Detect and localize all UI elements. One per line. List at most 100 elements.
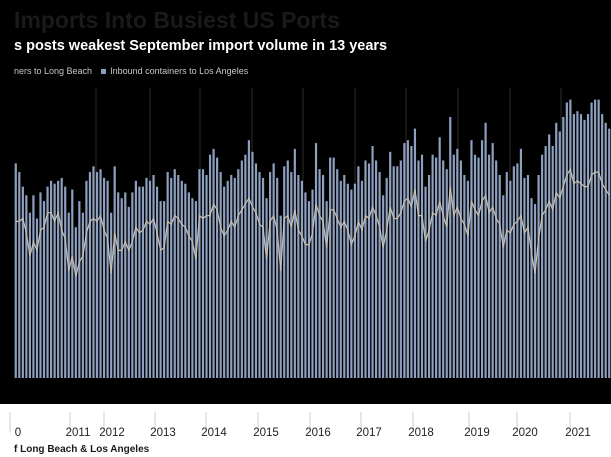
bar-los-angeles-73 [272, 163, 275, 378]
bar-los-angeles-84 [311, 189, 314, 378]
bar-los-angeles-62 [233, 177, 236, 378]
bar-los-angeles-56 [212, 148, 215, 378]
bar-los-angeles-153 [555, 122, 558, 378]
bar-los-angeles-61 [230, 175, 233, 378]
bar-los-angeles-3 [25, 195, 28, 378]
bar-los-angeles-51 [194, 201, 198, 378]
bar-los-angeles-34 [134, 180, 137, 378]
bar-los-angeles-35 [138, 186, 141, 378]
legend-label-los-angeles: Inbound containers to Los Angeles [110, 66, 249, 76]
bar-los-angeles-127 [463, 175, 466, 378]
bar-los-angeles-126 [459, 160, 462, 378]
bar-los-angeles-75 [279, 215, 282, 378]
bar-los-angeles-59 [223, 186, 226, 378]
bar-los-angeles-16 [71, 189, 74, 378]
bar-los-angeles-57 [216, 157, 219, 378]
bar-los-angeles-4 [28, 212, 31, 378]
bar-los-angeles-22 [92, 166, 95, 378]
bar-los-angeles-83 [307, 201, 311, 378]
bar-los-angeles-40 [155, 186, 159, 378]
bar-los-angeles-41 [159, 201, 162, 378]
bar-los-angeles-76 [283, 166, 286, 378]
bar-los-angeles-141 [512, 166, 515, 378]
bar-los-angeles-47 [180, 180, 183, 378]
bar-los-angeles-48 [184, 183, 187, 378]
bar-los-angeles-164 [594, 99, 597, 378]
bar-los-angeles-167 [604, 122, 607, 378]
bar-los-angeles-7 [39, 192, 42, 378]
bar-los-angeles-131 [477, 157, 480, 378]
bar-los-angeles-46 [177, 175, 180, 378]
bar-los-angeles-37 [145, 177, 148, 378]
bar-los-angeles-78 [290, 172, 293, 378]
bar-los-angeles-119 [435, 157, 438, 378]
bar-los-angeles-45 [173, 169, 176, 378]
x-tick-label-2011: 2011 [66, 427, 91, 439]
bar-los-angeles-33 [131, 192, 134, 378]
bar-los-angeles-30 [120, 198, 123, 378]
bar-los-angeles-165 [597, 99, 600, 378]
x-tick-label-2021: 2021 [565, 427, 591, 439]
bar-los-angeles-149 [541, 154, 544, 378]
bar-los-angeles-28 [113, 166, 116, 378]
bar-los-angeles-38 [148, 180, 152, 378]
bar-los-angeles-6 [35, 218, 39, 378]
bar-los-angeles-111 [406, 140, 409, 378]
bar-los-angeles-136 [495, 160, 498, 378]
bar-los-angeles-13 [60, 177, 63, 378]
bar-los-angeles-148 [537, 175, 540, 378]
bar-los-angeles-140 [509, 180, 512, 378]
bar-los-angeles-161 [583, 119, 586, 379]
bar-los-angeles-2 [21, 186, 24, 378]
bar-los-angeles-104 [382, 195, 385, 378]
bar-los-angeles-72 [269, 172, 272, 378]
bar-los-angeles-151 [548, 134, 551, 378]
bar-los-angeles-143 [519, 148, 523, 378]
x-tick-label-2018: 2018 [408, 427, 434, 439]
bar-los-angeles-21 [88, 172, 92, 378]
bar-los-angeles-109 [399, 160, 402, 378]
bar-los-angeles-81 [300, 180, 303, 378]
bar-los-angeles-50 [191, 198, 194, 378]
bar-los-angeles-89 [329, 157, 332, 378]
bar-los-angeles-9 [46, 186, 49, 378]
bar-los-angeles-113 [413, 128, 417, 378]
line-long-beach [15, 167, 610, 277]
bar-los-angeles-168 [608, 128, 611, 378]
bar-los-angeles-14 [64, 186, 67, 378]
bar-los-angeles-122 [445, 169, 448, 378]
bar-los-angeles-94 [346, 183, 349, 378]
bar-los-angeles-135 [491, 143, 494, 378]
bar-los-angeles-31 [124, 192, 127, 378]
bar-los-angeles-42 [163, 201, 166, 378]
bar-los-angeles-74 [276, 177, 279, 378]
bar-los-angeles-32 [127, 206, 130, 378]
bar-los-angeles-82 [304, 192, 307, 378]
bar-los-angeles-39 [152, 175, 155, 378]
bar-los-angeles-63 [237, 169, 240, 378]
bar-los-angeles-25 [102, 177, 106, 378]
bar-los-angeles-0 [14, 163, 17, 378]
bar-los-angeles-110 [403, 143, 406, 378]
bar-los-angeles-54 [205, 175, 208, 378]
bar-los-angeles-159 [576, 111, 579, 378]
bar-los-angeles-150 [544, 146, 547, 378]
legend-swatch-los-angeles [100, 69, 106, 75]
bar-los-angeles-134 [488, 154, 491, 378]
bar-los-angeles-69 [258, 172, 261, 378]
x-tick-label-2020: 2020 [512, 427, 538, 439]
x-tick-label-2017: 2017 [356, 427, 382, 439]
bar-los-angeles-70 [261, 177, 265, 378]
x-tick-label-2019: 2019 [464, 427, 490, 439]
bar-los-angeles-156 [565, 102, 568, 378]
bar-los-angeles-68 [254, 163, 258, 378]
bar-los-angeles-129 [470, 140, 473, 378]
bar-los-angeles-23 [95, 172, 99, 378]
bar-los-angeles-98 [360, 180, 364, 378]
bar-los-angeles-147 [533, 204, 537, 378]
x-tick-label-0: 0 [15, 427, 21, 439]
bar-los-angeles-160 [579, 114, 583, 378]
bar-los-angeles-55 [208, 154, 212, 378]
bar-los-angeles-146 [530, 198, 533, 378]
